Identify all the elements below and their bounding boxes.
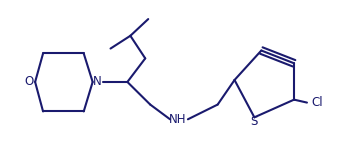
- Text: N: N: [93, 76, 102, 88]
- Text: Cl: Cl: [311, 96, 323, 109]
- Text: S: S: [251, 115, 258, 128]
- Text: NH: NH: [169, 113, 187, 126]
- Text: O: O: [25, 76, 34, 88]
